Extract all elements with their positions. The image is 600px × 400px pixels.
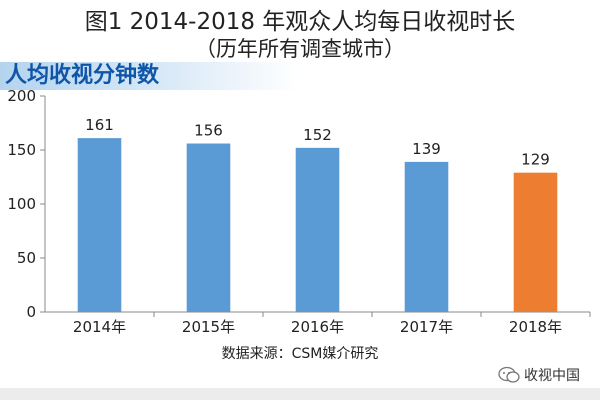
y-tick-label: 0 — [26, 303, 36, 321]
y-tick-label: 150 — [7, 141, 36, 159]
bottom-strip — [0, 388, 600, 400]
bar — [295, 147, 340, 312]
x-tick-label: 2014年 — [73, 318, 126, 336]
bar — [513, 172, 558, 312]
data-label: 139 — [412, 140, 441, 158]
y-axis-banner: 人均收视分钟数 — [0, 62, 300, 90]
wechat-icon — [498, 366, 520, 383]
y-tick-label: 100 — [7, 195, 36, 213]
data-label: 152 — [303, 126, 332, 144]
chart-subtitle: （历年所有调查城市） — [195, 37, 405, 61]
data-source-note: 数据来源：CSM媒介研究 — [221, 346, 379, 362]
y-tick-label: 200 — [7, 87, 36, 105]
bar — [404, 161, 449, 312]
data-label: 129 — [521, 151, 550, 169]
x-tick-label: 2017年 — [400, 318, 453, 336]
chart-title: 图1 2014-2018 年观众人均每日收视时长 — [84, 9, 516, 35]
watermark-text: 收视中国 — [524, 368, 580, 384]
y-axis-label: 人均收视分钟数 — [5, 63, 160, 88]
x-tick-label: 2015年 — [182, 318, 235, 336]
x-tick-label: 2018年 — [509, 318, 562, 336]
x-tick-label: 2016年 — [291, 318, 344, 336]
bar — [77, 138, 122, 312]
watermark: 收视中国 — [498, 365, 580, 385]
bar — [186, 143, 231, 312]
data-label: 161 — [85, 116, 114, 134]
y-tick-label: 50 — [17, 249, 36, 267]
data-label: 156 — [194, 122, 223, 140]
